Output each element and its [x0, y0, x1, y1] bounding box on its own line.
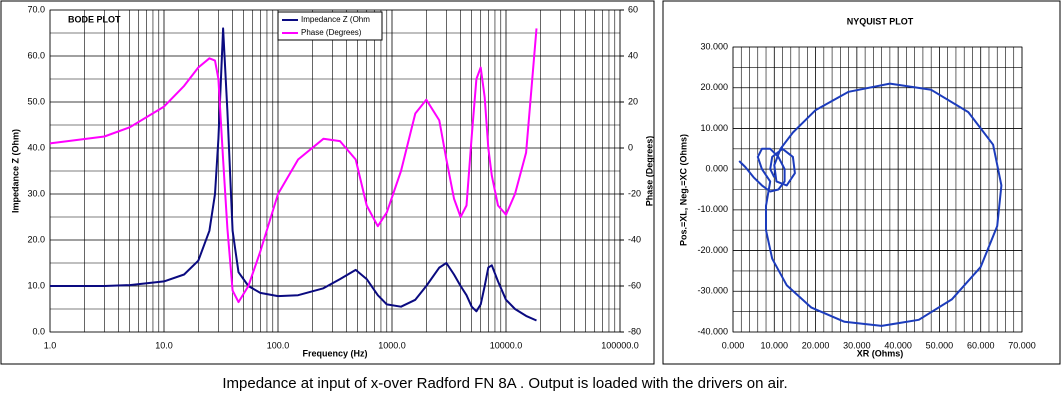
- legend-label: Phase (Degrees): [301, 28, 362, 37]
- y2-tick-label: -40: [628, 234, 641, 244]
- x-tick-label: 10.000: [761, 340, 789, 350]
- y-tick-label: 0.000: [705, 164, 728, 174]
- y-tick-label: 70.0: [27, 4, 45, 14]
- x-tick-label: 60.000: [967, 340, 995, 350]
- y-tick-label: 20.000: [700, 82, 728, 92]
- x-tick-label: 70.000: [1008, 340, 1036, 350]
- caption: Impedance at input of x-over Radford FN …: [222, 375, 787, 392]
- y-tick-label: -20.000: [697, 245, 728, 255]
- y-tick-label: -30.000: [697, 286, 728, 296]
- x-tick-label: 10.0: [155, 340, 173, 350]
- x-tick-label: 1.0: [44, 340, 57, 350]
- y-tick-label: 60.0: [27, 50, 45, 60]
- bode-frame: [0, 0, 655, 365]
- y2-axis-label: Phase (Degrees): [644, 136, 654, 207]
- legend-box: [277, 11, 383, 41]
- y-tick-label: 0.0: [32, 326, 45, 336]
- y2-tick-label: -80: [628, 326, 641, 336]
- x-tick-label: 0.000: [722, 340, 745, 350]
- y-tick-label: 30.000: [700, 41, 728, 51]
- y2-tick-label: 40: [628, 50, 638, 60]
- y-tick-label: 40.0: [27, 142, 45, 152]
- y-tick-label: 30.0: [27, 188, 45, 198]
- nyquist-frame: [662, 0, 1061, 365]
- series-line: [738, 82, 1003, 327]
- y2-tick-label: 20: [628, 96, 638, 106]
- x-axis-label: XR (Ohms): [857, 348, 904, 358]
- x-tick-label: 20.000: [802, 340, 830, 350]
- y-tick-label: 50.0: [27, 96, 45, 106]
- x-tick-label: 40.000: [884, 340, 912, 350]
- y-tick-label: -10.000: [697, 204, 728, 214]
- legend-label: Impedance Z (Ohm: [301, 15, 370, 24]
- y-axis-label: Pos.=XL, Neg.=XC (Ohms): [678, 134, 688, 246]
- y-axis-label: Impedance Z (Ohm): [10, 129, 20, 213]
- y2-tick-label: 60: [628, 4, 638, 14]
- series-line: [49, 28, 538, 304]
- y-tick-label: 10.000: [700, 123, 728, 133]
- x-tick-label: 10000.0: [490, 340, 523, 350]
- x-axis-label: Frequency (Hz): [302, 348, 367, 358]
- y2-tick-label: -60: [628, 280, 641, 290]
- x-tick-label: 50.000: [926, 340, 954, 350]
- chart-title: BODE PLOT: [68, 14, 121, 24]
- y-tick-label: -40.000: [697, 326, 728, 336]
- series-line: [50, 27, 537, 322]
- x-tick-label: 100.0: [267, 340, 290, 350]
- y2-tick-label: 0: [628, 142, 633, 152]
- y-tick-label: 10.0: [27, 280, 45, 290]
- y-tick-label: 20.0: [27, 234, 45, 244]
- x-tick-label: 1000.0: [378, 340, 406, 350]
- y2-tick-label: -20: [628, 188, 641, 198]
- x-tick-label: 100000.0: [601, 340, 639, 350]
- x-tick-label: 30.000: [843, 340, 871, 350]
- chart-title: NYQUIST PLOT: [847, 16, 914, 26]
